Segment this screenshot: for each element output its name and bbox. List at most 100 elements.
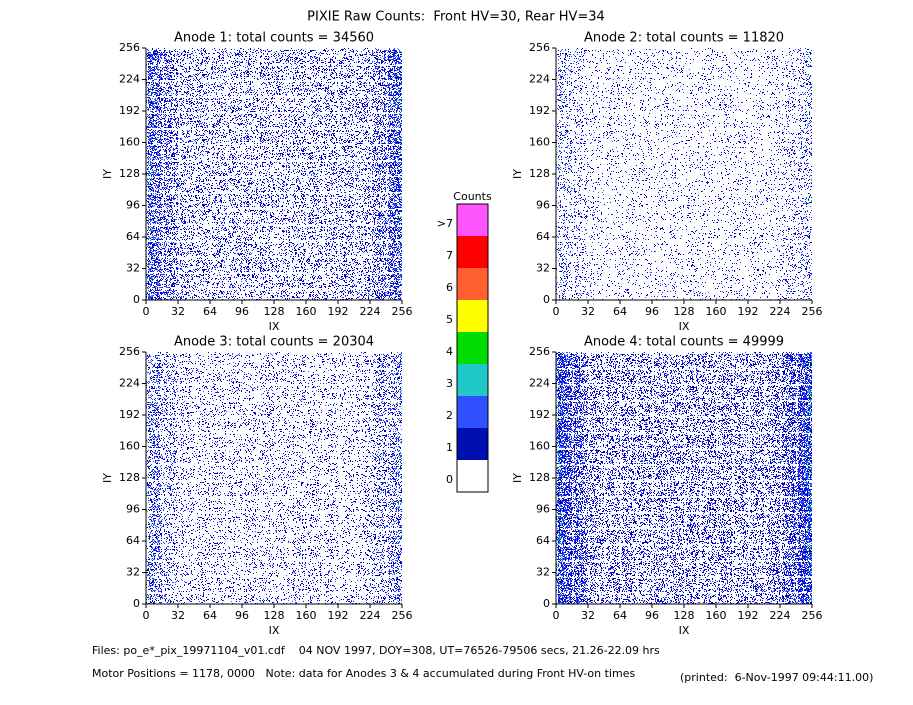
- colorbar-label: 6: [446, 281, 453, 294]
- x-tick-label: 64: [203, 305, 217, 318]
- y-tick-label: 96: [536, 199, 550, 212]
- x-tick-label: 32: [581, 305, 595, 318]
- y-tick-label: 32: [536, 262, 550, 275]
- y-axis-label: IY: [511, 169, 524, 179]
- y-tick-label: 160: [119, 136, 140, 149]
- y-tick-label: 160: [119, 440, 140, 453]
- y-tick-label: 224: [529, 377, 550, 390]
- x-tick-label: 96: [235, 609, 249, 622]
- x-tick-label: 256: [802, 609, 823, 622]
- colorbar-label: >7: [437, 217, 453, 230]
- x-tick-label: 128: [264, 609, 285, 622]
- colorbar-label: 4: [446, 345, 453, 358]
- x-tick-label: 160: [296, 305, 317, 318]
- y-tick-label: 192: [119, 104, 140, 117]
- colorbar-segment: [457, 236, 488, 268]
- y-tick-label: 224: [119, 73, 140, 86]
- y-tick-label: 160: [529, 136, 550, 149]
- x-axis-label: IX: [679, 320, 690, 333]
- x-tick-label: 96: [645, 609, 659, 622]
- y-tick-label: 224: [529, 73, 550, 86]
- y-tick-label: 256: [119, 345, 140, 358]
- y-tick-label: 32: [536, 566, 550, 579]
- panel-title: Anode 1: total counts = 34560: [174, 31, 374, 46]
- y-tick-label: 96: [126, 503, 140, 516]
- y-tick-label: 32: [126, 566, 140, 579]
- x-tick-label: 160: [296, 609, 317, 622]
- count-texture: [146, 352, 402, 604]
- y-tick-label: 128: [529, 471, 550, 484]
- y-tick-label: 224: [119, 377, 140, 390]
- y-tick-label: 256: [529, 345, 550, 358]
- colorbar-segment: [457, 428, 488, 460]
- panel-title: Anode 2: total counts = 11820: [584, 31, 784, 46]
- y-tick-label: 0: [133, 293, 140, 306]
- count-texture: [556, 352, 812, 604]
- footer-motor: Motor Positions = 1178, 0000 Note: data …: [92, 667, 635, 680]
- x-tick-label: 256: [802, 305, 823, 318]
- y-tick-label: 32: [126, 262, 140, 275]
- y-axis-label: IY: [511, 473, 524, 483]
- x-axis-label: IX: [269, 320, 280, 333]
- colorbar-frame: [456, 203, 489, 493]
- y-axis-label: IY: [101, 473, 114, 483]
- y-tick-label: 64: [536, 230, 550, 243]
- x-tick-label: 32: [581, 609, 595, 622]
- panel-title: Anode 4: total counts = 49999: [584, 335, 784, 350]
- y-tick-label: 64: [126, 534, 140, 547]
- x-tick-label: 224: [770, 305, 791, 318]
- x-tick-label: 96: [645, 305, 659, 318]
- y-tick-label: 96: [536, 503, 550, 516]
- y-tick-label: 192: [529, 104, 550, 117]
- colorbar-label: 1: [446, 441, 453, 454]
- x-tick-label: 64: [613, 609, 627, 622]
- x-tick-label: 192: [328, 305, 349, 318]
- x-tick-label: 64: [203, 609, 217, 622]
- x-tick-label: 128: [674, 305, 695, 318]
- y-axis-label: IY: [101, 169, 114, 179]
- y-tick-label: 160: [529, 440, 550, 453]
- colorbar-label: 0: [446, 473, 453, 486]
- x-tick-label: 96: [235, 305, 249, 318]
- x-tick-label: 224: [360, 609, 381, 622]
- x-tick-label: 32: [171, 609, 185, 622]
- x-tick-label: 192: [328, 609, 349, 622]
- x-tick-label: 160: [706, 305, 727, 318]
- x-tick-label: 128: [674, 609, 695, 622]
- y-tick-label: 192: [119, 408, 140, 421]
- footer-files: Files: po_e*_pix_19971104_v01.cdf 04 NOV…: [92, 644, 660, 657]
- footer-printed: (printed: 6-Nov-1997 09:44:11.00): [680, 671, 873, 684]
- y-tick-label: 128: [119, 167, 140, 180]
- y-tick-label: 128: [529, 167, 550, 180]
- colorbar-segment: [457, 332, 488, 364]
- y-tick-label: 256: [119, 41, 140, 54]
- colorbar-segment: [457, 204, 488, 236]
- colorbar-label: 3: [446, 377, 453, 390]
- count-texture: [146, 352, 402, 604]
- y-tick-label: 64: [536, 534, 550, 547]
- x-tick-label: 64: [613, 305, 627, 318]
- x-tick-label: 224: [770, 609, 791, 622]
- x-tick-label: 32: [171, 305, 185, 318]
- x-tick-label: 0: [143, 305, 150, 318]
- x-tick-label: 192: [738, 305, 759, 318]
- colorbar-segment: [457, 268, 488, 300]
- x-tick-label: 256: [392, 305, 413, 318]
- y-tick-label: 96: [126, 199, 140, 212]
- count-texture: [556, 48, 812, 300]
- x-tick-label: 128: [264, 305, 285, 318]
- main-title: PIXIE Raw Counts: Front HV=30, Rear HV=3…: [307, 10, 605, 25]
- y-tick-label: 0: [133, 597, 140, 610]
- colorbar-label: 2: [446, 409, 453, 422]
- x-tick-label: 160: [706, 609, 727, 622]
- colorbar-segment: [457, 364, 488, 396]
- colorbar-segment: [457, 396, 488, 428]
- count-texture: [556, 352, 812, 604]
- colorbar-segment: [457, 300, 488, 332]
- x-tick-label: 0: [553, 609, 560, 622]
- count-texture: [146, 48, 402, 300]
- x-tick-label: 0: [143, 609, 150, 622]
- y-tick-label: 256: [529, 41, 550, 54]
- y-tick-label: 128: [119, 471, 140, 484]
